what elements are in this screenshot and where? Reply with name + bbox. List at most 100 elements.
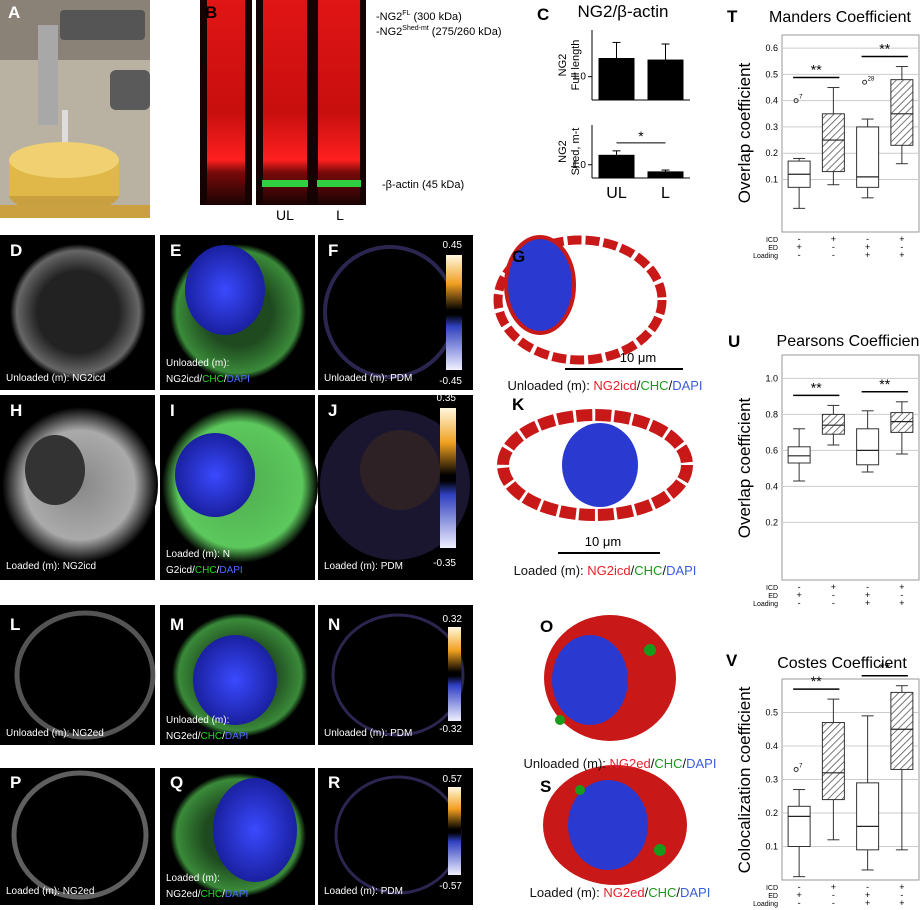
band-label: -β-actin (45 kDa): [382, 179, 464, 191]
caption-part: NG2ed: [166, 889, 198, 900]
condition-value: +: [865, 590, 870, 600]
y-tick-label: 0.5: [765, 69, 778, 79]
caption-part: /: [222, 731, 225, 742]
condition-value: -: [832, 590, 835, 600]
panel-letter: M: [170, 615, 184, 634]
condition-value: +: [831, 234, 836, 244]
caption: Loaded (m): NG2ed: [6, 886, 94, 897]
condition-value: -: [798, 234, 801, 244]
y-tick-label: 0.6: [765, 445, 778, 455]
outlier-label: 7: [799, 95, 803, 101]
caption-part: CHC: [195, 565, 217, 576]
y-tick-label: 0.4: [765, 741, 778, 751]
caption-part: DAPI: [686, 756, 716, 771]
y-tick-label: 0.4: [765, 481, 778, 491]
significance: **: [811, 673, 822, 689]
caption-part: /: [651, 756, 655, 771]
outlier-label: 28: [868, 76, 875, 82]
caption-part: DAPI: [680, 885, 710, 900]
condition-value: -: [798, 582, 801, 592]
condition-value: +: [899, 250, 904, 260]
condition-label: Loading: [753, 901, 778, 908]
y-tick-label: 0.3: [765, 122, 778, 132]
y-axis-label: Overlap coefficient: [735, 397, 754, 538]
panel-letter: E: [170, 241, 181, 260]
condition-value: -: [832, 598, 835, 608]
chart-title: Costes Coefficient: [777, 655, 907, 672]
panel-letter: A: [8, 3, 20, 22]
significance: **: [879, 41, 890, 57]
condition-value: +: [899, 234, 904, 244]
y-tick-label: 0.8: [765, 409, 778, 419]
condition-value: -: [798, 598, 801, 608]
caption-part: Loaded (m): N: [166, 549, 230, 560]
chart-title: Manders Coefficient: [769, 9, 912, 26]
caption-part: Unloaded (m): NG2icd: [6, 373, 105, 384]
band-name: -NG2: [376, 11, 402, 23]
y-tick-label: 0.2: [765, 517, 778, 527]
caption: Loaded (m): NG2ed/CHC/DAPI: [530, 885, 711, 900]
condition-label: ICD: [766, 237, 778, 244]
condition-label: ED: [768, 893, 778, 900]
caption: Loaded (m): PDM: [324, 561, 403, 572]
caption: Loaded (m): NG2icd/CHC/DAPI: [514, 563, 697, 578]
caption-part: Unloaded (m):: [507, 378, 593, 393]
caption: Unloaded (m):: [166, 358, 229, 369]
condition-value: +: [796, 890, 801, 900]
caption-part: Loaded (m): NG2ed: [6, 886, 94, 897]
y-tick-label: 0.6: [765, 43, 778, 53]
panel-letter: Q: [170, 773, 183, 792]
caption-part: Unloaded (m): PDM: [324, 373, 412, 384]
condition-value: +: [899, 882, 904, 892]
significance: **: [879, 660, 890, 676]
outlier: [793, 98, 799, 104]
panel-letter: C: [537, 5, 549, 24]
condition-value: -: [900, 242, 903, 252]
outlier: [862, 79, 868, 85]
caption-part: /: [645, 885, 649, 900]
y-axis-label: NG2: [557, 54, 569, 77]
caption: Loaded (m): NG2icd: [6, 561, 96, 572]
y-tick-label: 0.1: [765, 842, 778, 852]
band-label: -NG2FL (300 kDa): [376, 10, 462, 23]
caption-part: /: [683, 756, 687, 771]
caption-part: Unloaded (m):: [166, 358, 229, 369]
caption: NG2ed/CHC/DAPI: [166, 889, 248, 900]
scale-label: 10 μm: [620, 350, 656, 365]
colorbar-min: -0.45: [439, 376, 462, 387]
caption-part: NG2icd: [587, 563, 630, 578]
significance: **: [811, 62, 822, 78]
y-axis-label: Full length: [570, 40, 582, 91]
caption-part: DAPI: [219, 565, 242, 576]
colorbar-min: -0.32: [439, 724, 462, 735]
panel-letter: R: [328, 773, 340, 792]
caption: Unloaded (m): NG2icd: [6, 373, 105, 384]
condition-value: +: [899, 898, 904, 908]
colorbar-max: 0.57: [443, 774, 463, 785]
caption: Unloaded (m): PDM: [324, 728, 412, 739]
condition-label: ED: [768, 245, 778, 252]
outlier: [793, 766, 799, 772]
caption: Unloaded (m): NG2ed: [6, 728, 104, 739]
significance: **: [811, 379, 822, 395]
photo: [0, 0, 150, 218]
y-tick-label: 0.2: [765, 148, 778, 158]
box: [890, 79, 914, 146]
panel-letter: S: [540, 777, 551, 796]
caption-part: /: [631, 563, 635, 578]
y-tick-label: 0.3: [765, 775, 778, 785]
caption-part: NG2ed: [166, 731, 198, 742]
colorbars: [440, 255, 462, 875]
caption-part: Loaded (m):: [514, 563, 588, 578]
caption-part: /: [199, 374, 202, 385]
condition-value: -: [900, 890, 903, 900]
caption-part: Unloaded (m):: [166, 715, 229, 726]
caption-part: Unloaded (m): PDM: [324, 728, 412, 739]
condition-value: -: [866, 234, 869, 244]
caption: Loaded (m): N: [166, 549, 230, 560]
condition-value: +: [865, 898, 870, 908]
panel-letter: I: [170, 401, 175, 420]
panel-letter: G: [512, 247, 525, 266]
condition-value: -: [832, 242, 835, 252]
